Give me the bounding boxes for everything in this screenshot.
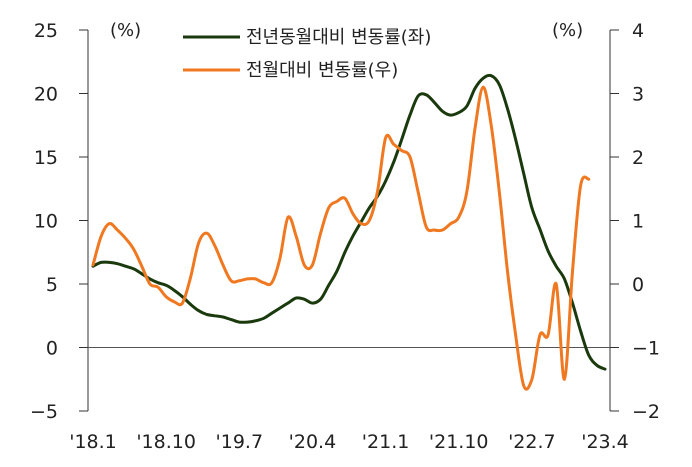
x-tick-label: '20.4: [289, 431, 337, 453]
x-tick-label: '21.1: [362, 431, 410, 453]
left-axis: 25 20 15 10 5 0 −5: [30, 20, 89, 423]
right-tick-label: 3: [632, 84, 644, 106]
series-line-mom: [91, 85, 591, 391]
left-tick-label: 25: [34, 20, 58, 42]
left-tick-label: 15: [34, 147, 58, 169]
series-line-yoy: [91, 73, 607, 371]
right-tick-label: 2: [632, 147, 644, 169]
x-tick-label: '22.7: [508, 431, 556, 453]
right-tick-label: 4: [632, 20, 644, 42]
left-tick-label: −5: [30, 401, 58, 423]
right-axis: 4 3 2 1 0 −1 −2: [609, 20, 660, 423]
left-tick-label: 10: [34, 211, 58, 233]
legend-label-yoy: 전년동월대비 변동률(좌): [246, 27, 431, 48]
left-unit-label: (%): [110, 20, 141, 41]
x-axis: '18.1 '18.10 '19.7 '20.4 '21.1 '21.10 '22.7 '23…: [69, 431, 629, 453]
right-tick-label: 0: [632, 274, 644, 296]
right-unit-label: (%): [552, 20, 583, 41]
right-tick-label: −1: [632, 338, 660, 360]
x-tick-label: '18.10: [136, 431, 196, 453]
right-tick-label: 1: [632, 211, 644, 233]
legend-label-mom: 전월대비 변동률(우): [246, 60, 398, 81]
x-tick-label: '19.7: [216, 431, 264, 453]
legend: 전년동월대비 변동률(좌) 전월대비 변동률(우): [183, 27, 431, 81]
x-tick-label: '18.1: [69, 431, 117, 453]
left-tick-label: 0: [46, 338, 58, 360]
x-tick-label: '23.4: [581, 431, 629, 453]
right-tick-label: −2: [632, 401, 660, 423]
x-tick-label: '21.10: [429, 431, 489, 453]
left-tick-label: 5: [46, 274, 58, 296]
left-tick-label: 20: [34, 84, 58, 106]
